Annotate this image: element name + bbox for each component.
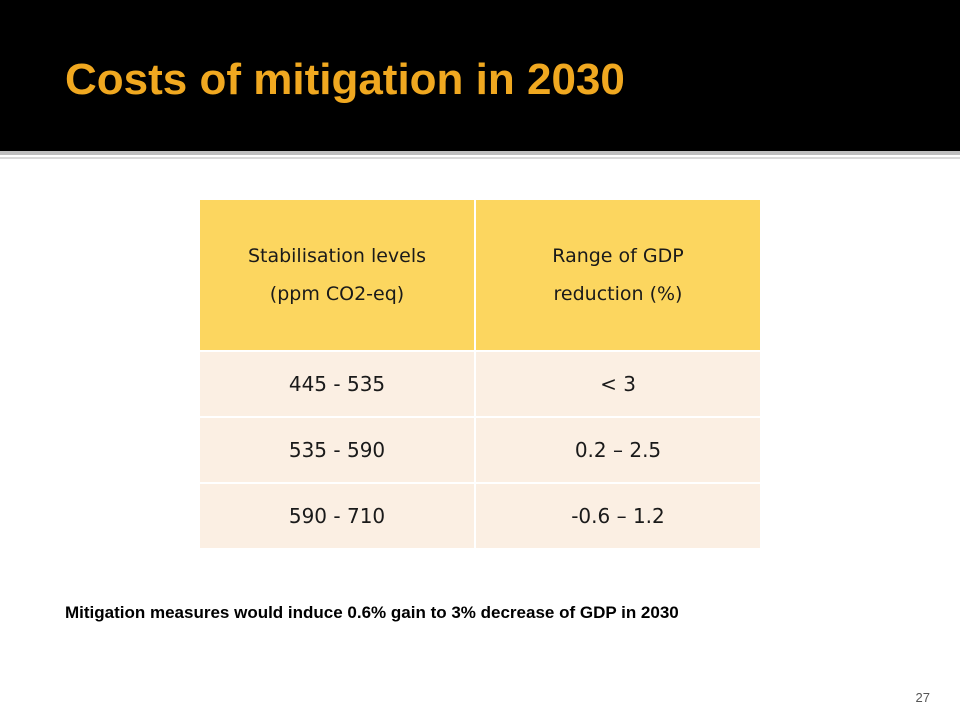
table-row: 590 - 710 -0.6 – 1.2 [200, 482, 760, 548]
header-line: (ppm CO2-eq) [269, 283, 405, 305]
header-line: Range of GDP [552, 245, 684, 267]
slide-title: Costs of mitigation in 2030 [65, 55, 625, 104]
table-cell: 0.2 – 2.5 [474, 416, 760, 483]
header-line: Stabilisation levels [247, 245, 427, 267]
page-number: 27 [915, 690, 930, 705]
table-cell: < 3 [474, 350, 760, 417]
table-row: 535 - 590 0.2 – 2.5 [200, 416, 760, 483]
header-line: reduction (%) [553, 283, 683, 305]
table-row: 445 - 535 < 3 [200, 350, 760, 417]
table-cell: 590 - 710 [200, 482, 475, 548]
title-bar: Costs of mitigation in 2030 [0, 0, 960, 151]
table-header-row: Stabilisation levels (ppm CO2-eq) Range … [200, 200, 760, 351]
table-cell: 445 - 535 [200, 350, 475, 417]
summary-note: Mitigation measures would induce 0.6% ga… [65, 603, 679, 622]
table-cell: -0.6 – 1.2 [474, 482, 760, 548]
title-divider [0, 151, 960, 155]
header-stabilisation-levels: Stabilisation levels (ppm CO2-eq) [200, 200, 475, 351]
table-cell: 535 - 590 [200, 416, 475, 483]
gdp-reduction-table: Stabilisation levels (ppm CO2-eq) Range … [200, 200, 760, 548]
header-gdp-reduction: Range of GDP reduction (%) [474, 200, 760, 351]
title-divider-secondary [0, 157, 960, 159]
